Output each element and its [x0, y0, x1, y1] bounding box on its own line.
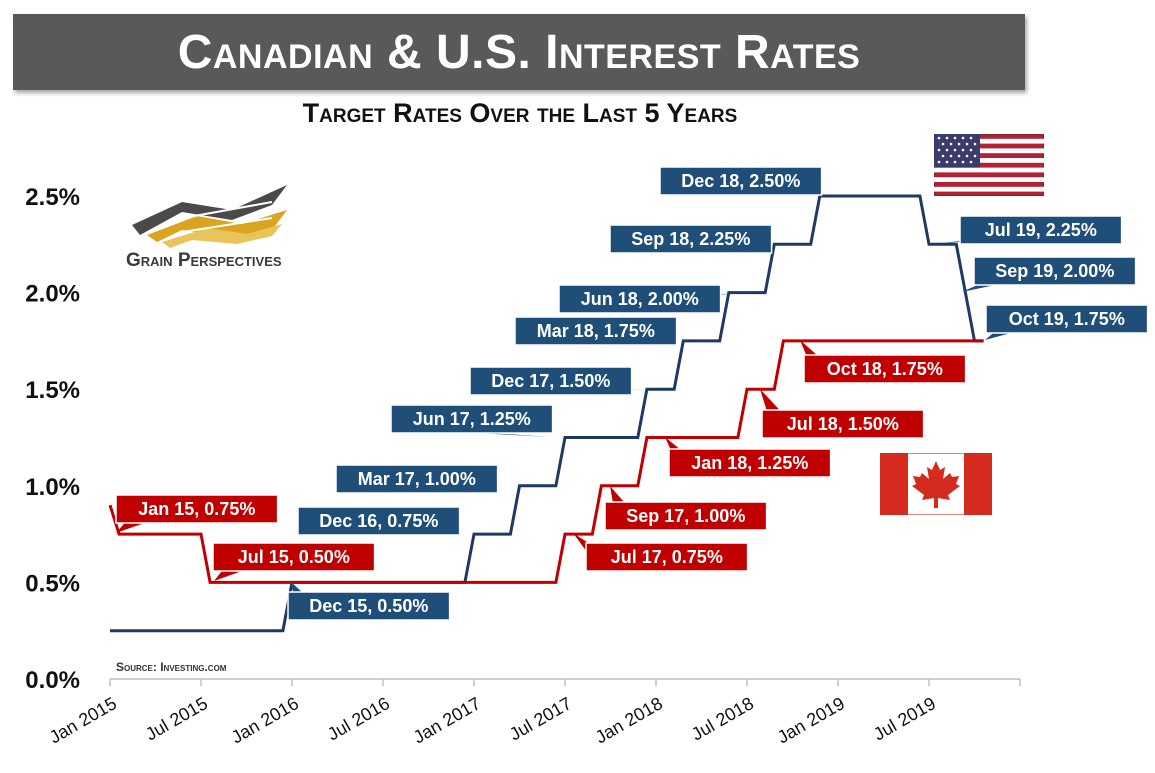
callout-label: Sep 17, 1.00% [626, 506, 745, 526]
chart-subtitle: Target Rates Over the Last 5 Years [302, 98, 738, 128]
us-rate-line [110, 194, 984, 633]
callout-label: Jan 15, 0.75% [138, 499, 255, 519]
callout-box [761, 409, 925, 439]
callout-box [609, 224, 773, 254]
source-note: Source: Investing.com [116, 660, 227, 674]
x-tick-label: Jan 2018 [592, 693, 666, 747]
x-tick-label: Jan 2016 [228, 693, 302, 747]
callout-box [287, 591, 451, 621]
canada-rate-line [108, 339, 984, 584]
y-tick-label: 2.5% [25, 184, 80, 211]
callout-label: Jun 18, 2.00% [581, 289, 699, 309]
x-tick-label: Jan 2015 [46, 693, 120, 747]
callout-label: Jul 17, 0.75% [611, 547, 723, 567]
y-tick-label: 1.5% [25, 377, 80, 404]
callout-label: Jul 18, 1.50% [787, 414, 899, 434]
callout-box [558, 284, 722, 314]
callout-box [297, 506, 461, 536]
callout-label: Dec 18, 2.50% [681, 171, 800, 191]
x-tick-label: Jan 2019 [774, 693, 848, 747]
y-tick-label: 0.0% [25, 667, 80, 694]
callout-label: Dec 16, 0.75% [319, 511, 438, 531]
callout-label: Sep 19, 2.00% [995, 261, 1114, 281]
y-tick-label: 0.5% [25, 570, 80, 597]
callout-box [604, 501, 768, 531]
x-tick-label: Jul 2017 [506, 693, 575, 744]
callout-box [469, 366, 633, 396]
callout-label: Jul 19, 2.25% [985, 220, 1097, 240]
callout-box [985, 304, 1149, 334]
us-flag-icon [934, 134, 1044, 196]
callout-label: Sep 18, 2.25% [631, 229, 750, 249]
logo-text: Grain Perspectives [126, 250, 282, 271]
callout-label: Mar 18, 1.75% [537, 321, 655, 341]
chart-title: Canadian & U.S. Interest Rates [177, 25, 861, 79]
x-tick-label: Jul 2016 [324, 693, 393, 744]
callout-label: Mar 17, 1.00% [358, 469, 476, 489]
callout-box [212, 542, 376, 572]
callout-label: Jan 18, 1.25% [691, 453, 808, 473]
callout-label: Oct 18, 1.75% [827, 359, 943, 379]
title-bar: Canadian & U.S. Interest Rates [13, 14, 1025, 90]
canada-flag-icon [880, 453, 992, 515]
callout-label: Oct 19, 1.75% [1009, 309, 1125, 329]
callout-box [803, 354, 967, 384]
x-tick-label: Jul 2015 [142, 693, 211, 744]
callout-label: Jul 15, 0.50% [238, 547, 350, 567]
y-tick-label: 2.0% [25, 281, 80, 308]
x-tick-label: Jan 2017 [410, 693, 484, 747]
callout-box [973, 256, 1137, 286]
callout-label: Dec 15, 0.50% [309, 596, 428, 616]
y-tick-label: 1.0% [25, 474, 80, 501]
callout-box [585, 542, 749, 572]
callout-box [115, 494, 279, 524]
callout-box [668, 448, 832, 478]
callout-box [335, 464, 499, 494]
grain-perspectives-logo [132, 185, 287, 248]
callout-box [514, 316, 678, 346]
callout-box [390, 404, 554, 434]
callout-box [959, 215, 1123, 245]
callout-label: Jun 17, 1.25% [413, 409, 531, 429]
callout-box [659, 166, 823, 196]
x-tick-label: Jul 2019 [870, 693, 939, 744]
callout-label: Dec 17, 1.50% [491, 371, 610, 391]
x-tick-label: Jul 2018 [688, 693, 757, 744]
